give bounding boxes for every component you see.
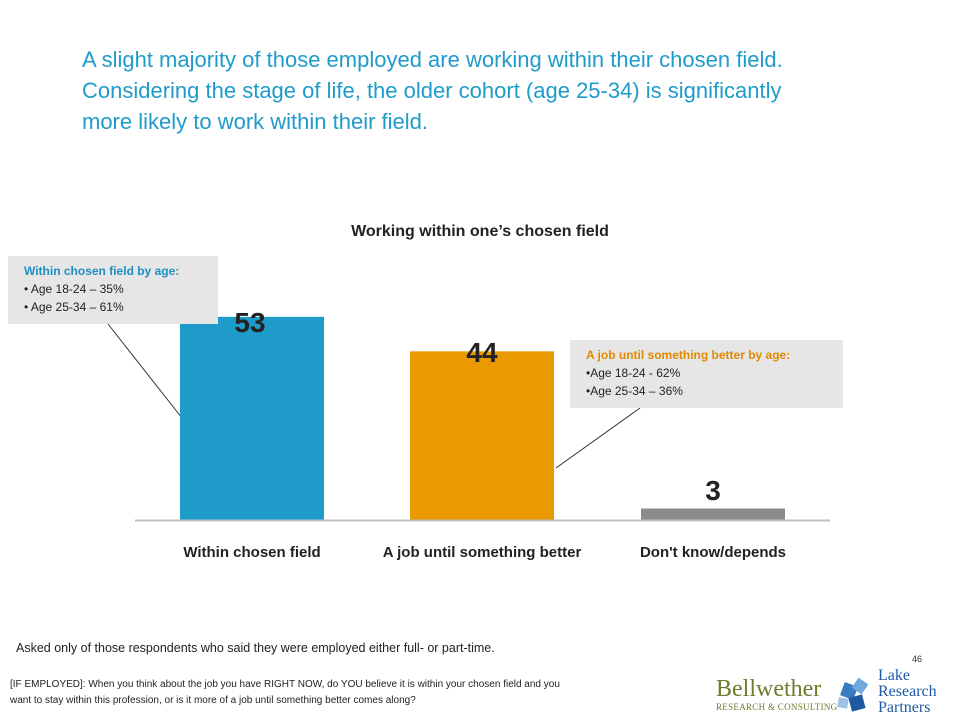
- right-callout-leader: [555, 407, 641, 469]
- bellwether-logo-subtitle: RESEARCH & CONSULTING: [716, 702, 838, 712]
- footnote: Asked only of those respondents who said…: [16, 641, 495, 655]
- question-line-1: [IF EMPLOYED]: When you think about the …: [10, 679, 560, 690]
- lake-research-logo: Lake Research Partners: [836, 668, 954, 718]
- category-label: A job until something better: [383, 544, 582, 561]
- headline-line-3: more likely to work within their field.: [82, 109, 429, 134]
- category-label: Within chosen field: [183, 544, 320, 561]
- callout-left-line: • Age 25-34 – 61%: [24, 300, 124, 314]
- lake-research-logo-icon: [837, 677, 869, 712]
- lake-logo-line: Research: [878, 683, 937, 700]
- bellwether-logo: Bellwether RESEARCH & CONSULTING: [716, 676, 838, 716]
- callout-left-title: Within chosen field by age:: [24, 264, 180, 278]
- callout-right-title: A job until something better by age:: [586, 348, 791, 362]
- callout-within-field-by-age: Within chosen field by age: • Age 18-24 …: [8, 256, 218, 324]
- headline: A slight majority of those employed are …: [82, 44, 912, 137]
- lake-logo-line: Partners: [878, 699, 931, 716]
- page-number: 46: [912, 654, 923, 664]
- bars-layer: 53 Within chosen field 44 A job until somet…: [180, 307, 786, 561]
- bellwether-logo-name: Bellwether: [716, 676, 822, 702]
- survey-question: [IF EMPLOYED]: When you think about the …: [10, 677, 690, 709]
- chart-title: Working within one’s chosen field: [351, 223, 609, 240]
- lake-logo-line: Lake: [878, 667, 910, 684]
- data-label: 53: [234, 307, 265, 338]
- bar: [180, 316, 324, 520]
- data-label: 3: [705, 475, 721, 506]
- callout-job-until-better-by-age: A job until something better by age: •Ag…: [570, 340, 843, 408]
- bar: [641, 508, 785, 520]
- callout-right-line: •Age 25-34 – 36%: [586, 384, 683, 398]
- question-line-2: want to stay within this profession, or …: [10, 695, 416, 706]
- category-label: Don't know/depends: [640, 544, 786, 561]
- callout-left-line: • Age 18-24 – 35%: [24, 282, 124, 296]
- data-label: 44: [466, 337, 498, 368]
- headline-line-1: A slight majority of those employed are …: [82, 47, 783, 72]
- callout-right-line: •Age 18-24 - 62%: [586, 366, 681, 380]
- bar: [410, 351, 554, 520]
- headline-line-2: Considering the stage of life, the older…: [82, 78, 782, 103]
- left-callout-leader: [107, 323, 183, 419]
